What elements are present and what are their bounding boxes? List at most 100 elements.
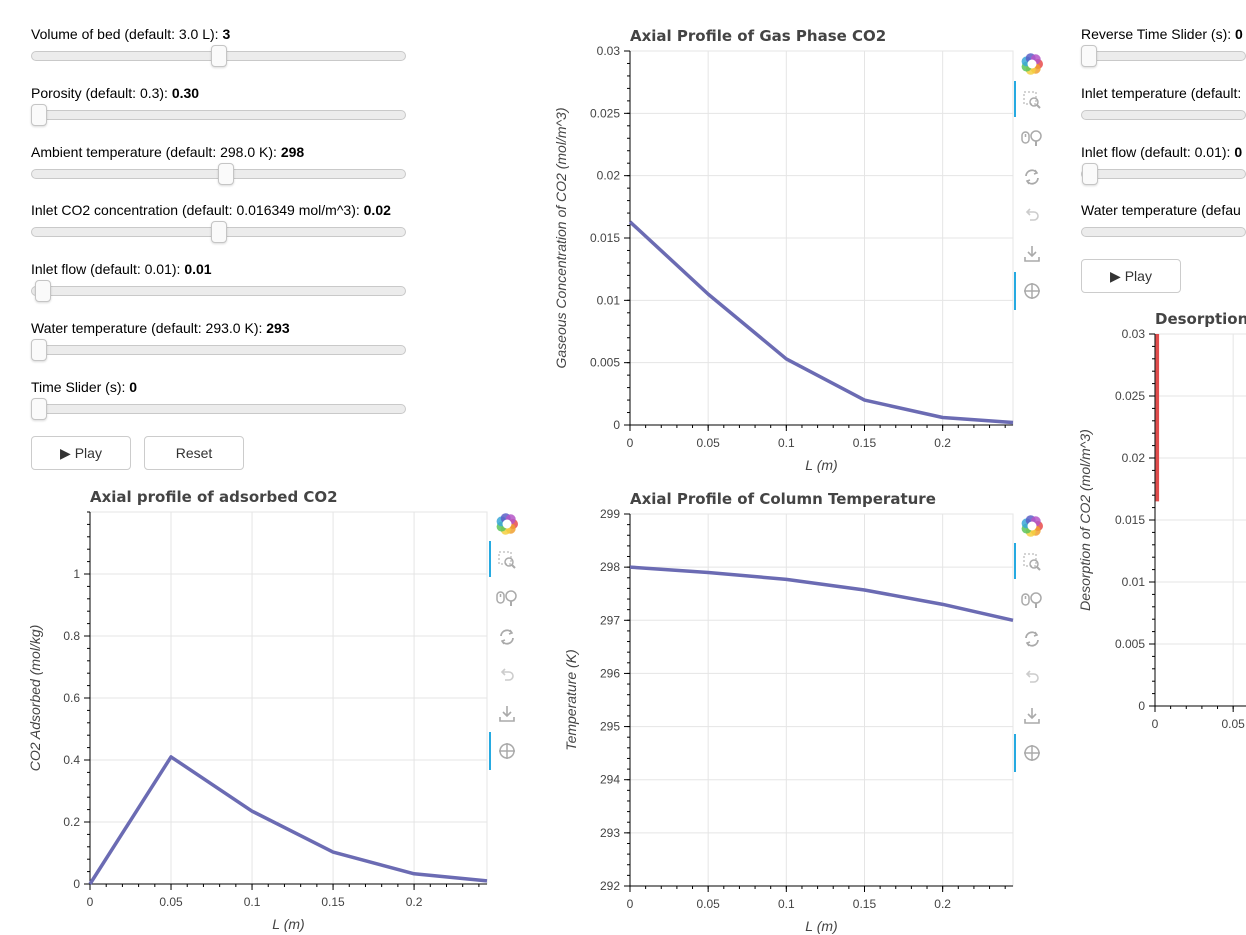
x-tick-label: 0.1 bbox=[778, 897, 795, 911]
slider-handle[interactable] bbox=[1082, 163, 1099, 185]
crosshair-icon[interactable] bbox=[492, 736, 522, 766]
x-axis-label: L (m) bbox=[805, 457, 837, 473]
y-tick-label: 0.025 bbox=[590, 106, 620, 120]
x-tick-label: 0.05 bbox=[159, 895, 183, 909]
save-icon[interactable] bbox=[492, 699, 522, 729]
slider-value: 0.02 bbox=[363, 202, 391, 218]
desorption-plot[interactable]: 0 0.05 0 0.005 0.01 0.015 0.02 0.025 0.03 Desorpt… bbox=[1076, 306, 1246, 734]
slider-label: Inlet temperature (default: bbox=[1081, 85, 1242, 101]
adsorbed-co2-plot[interactable]: 0 0.05 0.1 0.15 0.2 0 0.2 0.4 0.6 0.8 1 Axial profi… bbox=[26, 484, 496, 935]
slider-handle[interactable] bbox=[210, 45, 227, 67]
y-tick-label: 296 bbox=[600, 666, 620, 680]
slider-track[interactable] bbox=[31, 221, 406, 243]
y-tick-label: 0.6 bbox=[63, 691, 80, 705]
y-axis-label: Temperature (K) bbox=[563, 649, 579, 750]
y-tick-label: 297 bbox=[600, 613, 620, 627]
slider-handle[interactable] bbox=[34, 280, 51, 302]
x-tick-label: 0.2 bbox=[406, 895, 423, 909]
reset-button[interactable]: Reset bbox=[144, 436, 244, 470]
undo-icon[interactable] bbox=[1017, 199, 1047, 229]
slider-value: 3 bbox=[222, 26, 231, 42]
y-tick-label: 0.2 bbox=[63, 815, 80, 829]
slider-track[interactable] bbox=[31, 45, 406, 67]
wheel-zoom-icon[interactable] bbox=[1017, 585, 1047, 615]
slider-handle[interactable] bbox=[31, 339, 47, 361]
crosshair-icon[interactable] bbox=[1017, 738, 1047, 768]
undo-icon[interactable] bbox=[1017, 661, 1047, 691]
y-tick-label: 293 bbox=[600, 826, 620, 840]
series-line bbox=[88, 755, 488, 885]
x-tick-label: 0.1 bbox=[778, 436, 795, 450]
slider-track[interactable] bbox=[1081, 163, 1246, 185]
crosshair-icon[interactable] bbox=[1017, 276, 1047, 306]
play-button[interactable]: ▶ Play bbox=[31, 436, 131, 470]
slider-handle[interactable] bbox=[1081, 45, 1097, 67]
active-tool-indicator bbox=[1014, 734, 1016, 772]
slider-track[interactable] bbox=[1081, 110, 1246, 120]
x-tick-label: 0 bbox=[1152, 717, 1159, 731]
save-icon[interactable] bbox=[1017, 701, 1047, 731]
y-axis-label: Desorption of CO2 (mol/m^3) bbox=[1077, 429, 1093, 611]
x-tick-label: 0.05 bbox=[696, 436, 720, 450]
slider-track[interactable] bbox=[31, 104, 406, 126]
chart-svg: 0 0.05 0.1 0.15 0.2 0 0.2 0.4 0.6 0.8 1 Axial profi… bbox=[27, 488, 488, 932]
x-tick-label: 0 bbox=[627, 897, 634, 911]
wheel-zoom-icon[interactable] bbox=[492, 583, 522, 613]
chart-title: Axial Profile of Gas Phase CO2 bbox=[630, 27, 886, 45]
active-tool-indicator bbox=[489, 732, 491, 770]
slider-track[interactable] bbox=[31, 398, 406, 420]
slider-label: Time Slider (s): 0 bbox=[31, 379, 138, 395]
slider-handle[interactable] bbox=[217, 163, 234, 185]
box-zoom-icon[interactable] bbox=[492, 545, 522, 575]
reset-icon[interactable] bbox=[492, 622, 522, 652]
box-zoom-icon[interactable] bbox=[1017, 85, 1047, 115]
x-axis-label: L (m) bbox=[805, 918, 837, 934]
x-tick-label: 0.2 bbox=[934, 436, 951, 450]
y-tick-label: 0.8 bbox=[63, 629, 80, 643]
reset-icon[interactable] bbox=[1017, 162, 1047, 192]
slider-track[interactable] bbox=[31, 339, 406, 361]
wheel-zoom-icon[interactable] bbox=[1017, 123, 1047, 153]
y-tick-label: 294 bbox=[600, 773, 620, 787]
slider-label: Inlet flow (default: 0.01): 0.01 bbox=[31, 261, 212, 277]
chart-title: Axial profile of adsorbed CO2 bbox=[90, 488, 338, 506]
slider-track[interactable] bbox=[31, 163, 406, 185]
y-axis-label: Gaseous Concentration of CO2 (mol/m^3) bbox=[553, 107, 569, 368]
slider-value: 0 bbox=[1235, 26, 1243, 42]
slider-label: Inlet flow (default: 0.01): 0 bbox=[1081, 144, 1243, 160]
y-tick-label: 0.4 bbox=[63, 753, 80, 767]
slider-value: 0.01 bbox=[184, 261, 212, 277]
y-tick-label: 0.015 bbox=[590, 231, 620, 245]
slider-label: Inlet CO2 concentration (default: 0.0163… bbox=[31, 202, 391, 218]
save-icon[interactable] bbox=[1017, 239, 1047, 269]
x-tick-label: 0.15 bbox=[853, 436, 877, 450]
reset-icon[interactable] bbox=[1017, 624, 1047, 654]
chart-title: Axial Profile of Column Temperature bbox=[630, 490, 936, 508]
slider-value: 293 bbox=[266, 320, 290, 336]
slider-handle[interactable] bbox=[210, 221, 227, 243]
slider-handle[interactable] bbox=[31, 398, 47, 420]
active-tool-indicator bbox=[1014, 81, 1016, 117]
y-tick-label: 0 bbox=[613, 418, 620, 432]
slider-track[interactable] bbox=[1081, 227, 1246, 237]
slider-track[interactable] bbox=[1081, 45, 1246, 67]
slider-handle[interactable] bbox=[31, 104, 47, 126]
chart-svg: 0 0.05 0 0.005 0.01 0.015 0.02 0.025 0.03 Desorpt… bbox=[1077, 310, 1246, 731]
slider-track[interactable] bbox=[31, 280, 406, 302]
slider-label: Ambient temperature (default: 298.0 K): … bbox=[31, 144, 305, 160]
slider-value: 0.30 bbox=[171, 85, 200, 101]
chart-svg: 0 0.05 0.1 0.15 0.2 292 293 294 295 296 297 298 299 A… bbox=[563, 490, 1014, 934]
chart-svg: 0 0.05 0.1 0.15 0.2 0 0.005 0.01 0.015 0.02 0.025 0… bbox=[553, 27, 1014, 473]
gas-phase-co2-plot[interactable]: 0 0.05 0.1 0.15 0.2 0 0.005 0.01 0.015 0.02 0.025 0… bbox=[552, 22, 1022, 482]
box-zoom-icon[interactable] bbox=[1017, 547, 1047, 577]
x-tick-label: 0.05 bbox=[1221, 717, 1245, 731]
x-tick-label: 0.2 bbox=[934, 897, 951, 911]
column-temperature-plot[interactable]: 0 0.05 0.1 0.15 0.2 292 293 294 295 296 297 298 299 A… bbox=[552, 486, 1022, 935]
active-tool-indicator bbox=[489, 541, 491, 577]
bokeh-logo-icon bbox=[492, 509, 522, 539]
x-tick-label: 0.05 bbox=[696, 897, 720, 911]
slider-label: Reverse Time Slider (s): 0 bbox=[1081, 26, 1243, 42]
desorption-play-button[interactable]: ▶ Play bbox=[1081, 259, 1181, 293]
undo-icon[interactable] bbox=[492, 659, 522, 689]
y-tick-label: 0.005 bbox=[1115, 637, 1145, 651]
